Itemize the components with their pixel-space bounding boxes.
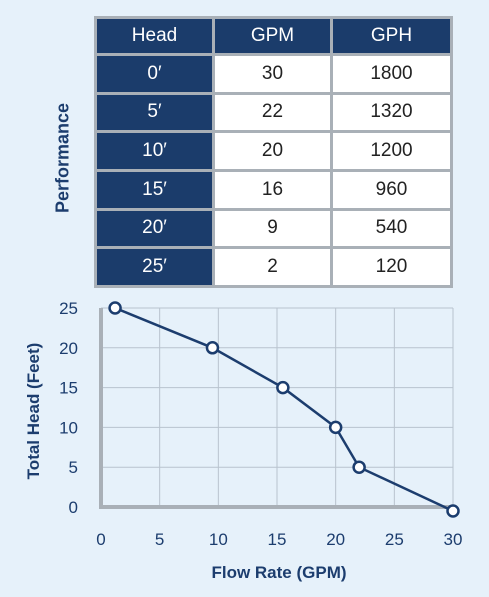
series-line bbox=[114, 306, 454, 513]
head-cell: 10′ bbox=[94, 130, 215, 172]
chart-series bbox=[108, 301, 460, 518]
y-axis-title: Total Head (Feet) bbox=[24, 343, 43, 480]
head-cell: 20′ bbox=[94, 207, 215, 250]
data-point bbox=[276, 380, 290, 395]
y-tick-label: 5 bbox=[69, 458, 78, 477]
table-row: 15′ 16 960 bbox=[94, 168, 453, 211]
table-row: 0′ 30 1800 bbox=[94, 53, 453, 95]
table-row: 10′ 20 1200 bbox=[94, 130, 453, 172]
data-point bbox=[446, 504, 460, 518]
header-gpm: GPM bbox=[212, 16, 333, 56]
chart-tick-labels: 0 5 10 15 20 25 30 0 5 10 15 20 25 bbox=[59, 299, 462, 549]
head-cell: 25′ bbox=[94, 246, 215, 288]
y-tick-label: 20 bbox=[59, 339, 78, 358]
chart-grid bbox=[101, 307, 454, 508]
gph-cell: 960 bbox=[330, 168, 453, 211]
chart-axes bbox=[99, 308, 453, 509]
x-tick-label: 15 bbox=[268, 530, 287, 549]
x-axis-title: Flow Rate (GPM) bbox=[211, 563, 346, 582]
data-point bbox=[352, 460, 366, 474]
performance-table: Head GPM GPH 0′ 30 1800 5′ 22 1320 10′ 2… bbox=[94, 16, 453, 288]
data-point bbox=[205, 341, 220, 355]
x-tick-label: 5 bbox=[155, 530, 164, 549]
x-tick-label: 0 bbox=[96, 530, 105, 549]
gph-cell: 120 bbox=[330, 246, 453, 288]
head-cell: 15′ bbox=[94, 168, 215, 211]
gpm-cell: 9 bbox=[212, 207, 333, 250]
gph-cell: 540 bbox=[330, 207, 453, 250]
gpm-cell: 2 bbox=[212, 246, 333, 288]
table-row: 20′ 9 540 bbox=[94, 207, 453, 250]
x-tick-label: 10 bbox=[209, 530, 228, 549]
x-tick-label: 30 bbox=[444, 530, 463, 549]
y-tick-label: 0 bbox=[69, 498, 78, 517]
gpm-cell: 22 bbox=[212, 91, 333, 134]
gpm-cell: 30 bbox=[212, 53, 333, 95]
gph-cell: 1800 bbox=[330, 53, 453, 95]
head-cell: 0′ bbox=[94, 53, 215, 95]
y-tick-label: 15 bbox=[59, 379, 78, 398]
x-tick-label: 20 bbox=[326, 530, 345, 549]
head-cell: 5′ bbox=[94, 91, 215, 134]
header-gph: GPH bbox=[330, 16, 453, 56]
data-point bbox=[108, 301, 122, 315]
gph-cell: 1200 bbox=[330, 130, 453, 172]
y-tick-label: 25 bbox=[59, 299, 78, 318]
table-row: 25′ 2 120 bbox=[94, 246, 453, 288]
y-tick-label: 10 bbox=[59, 418, 78, 437]
x-tick-label: 25 bbox=[385, 530, 404, 549]
gpm-cell: 16 bbox=[212, 168, 333, 211]
gph-cell: 1320 bbox=[330, 91, 453, 134]
header-head: Head bbox=[94, 16, 215, 56]
table-header-row: Head GPM GPH bbox=[94, 16, 453, 56]
gpm-cell: 20 bbox=[212, 130, 333, 172]
table-row: 5′ 22 1320 bbox=[94, 91, 453, 134]
data-point bbox=[328, 420, 343, 435]
